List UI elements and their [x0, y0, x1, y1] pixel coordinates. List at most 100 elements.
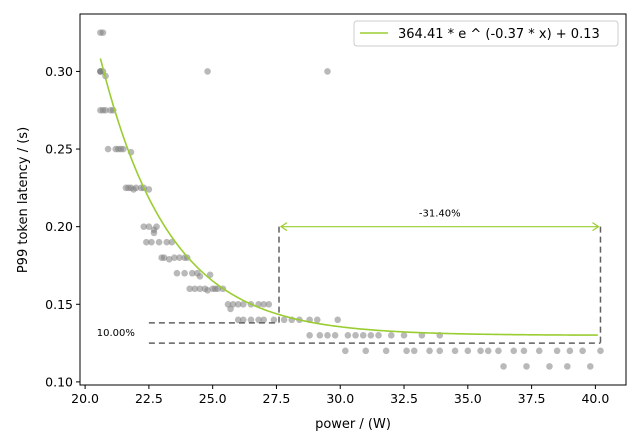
- data-point: [410, 347, 418, 355]
- data-point: [523, 363, 530, 370]
- data-point: [418, 332, 426, 339]
- data-point: [145, 186, 153, 193]
- data-point: [196, 285, 204, 293]
- data-point: [586, 363, 594, 370]
- data-point: [153, 223, 160, 230]
- x-tick-label: 35.0: [454, 391, 482, 406]
- data-point: [140, 223, 148, 230]
- data-point: [206, 271, 214, 279]
- data-point: [359, 332, 367, 339]
- data-point: [234, 316, 242, 324]
- data-point: [566, 347, 574, 355]
- data-point: [145, 223, 153, 230]
- data-point: [510, 347, 518, 355]
- data-point: [362, 347, 370, 355]
- data-point: [306, 332, 313, 339]
- y-tick-label: 0.25: [45, 142, 73, 157]
- data-point: [535, 347, 543, 355]
- data-point: [579, 347, 586, 355]
- data-point: [520, 347, 528, 355]
- data-point: [324, 68, 331, 75]
- data-point: [188, 269, 196, 277]
- data-point: [375, 332, 382, 339]
- data-point: [331, 332, 339, 339]
- data-point: [191, 285, 199, 293]
- y-tick-label: 0.15: [45, 297, 73, 312]
- data-point: [181, 269, 188, 277]
- data-point: [367, 332, 375, 339]
- data-point: [387, 332, 395, 339]
- data-point: [280, 316, 288, 324]
- data-point: [97, 68, 104, 75]
- fit-curve: [99, 58, 598, 336]
- data-point: [160, 254, 168, 262]
- data-point: [265, 300, 273, 308]
- y-tick-label: 0.20: [45, 219, 73, 234]
- scatter-points: [97, 29, 604, 370]
- data-point: [334, 316, 341, 324]
- arrow-head-right: [592, 222, 600, 232]
- data-point: [500, 363, 507, 370]
- data-point: [426, 347, 433, 355]
- data-point: [176, 254, 183, 262]
- x-tick-label: 22.5: [135, 391, 163, 406]
- data-point: [255, 316, 262, 324]
- data-point: [214, 285, 222, 293]
- data-point: [342, 347, 349, 355]
- x-tick-label: 25.0: [199, 391, 227, 406]
- data-point: [239, 316, 247, 324]
- x-axis-ticks: 20.0 22.5 25.0 27.5 30.0 32.5 35.0 37.5 40.0: [71, 385, 609, 406]
- data-point: [400, 332, 408, 339]
- data-point: [99, 29, 107, 36]
- data-point: [564, 363, 571, 370]
- annotations: -31.40% 10.00%: [97, 209, 602, 344]
- x-axis-label: power / (W): [315, 417, 391, 432]
- data-point: [477, 347, 484, 355]
- legend-box: [353, 20, 619, 47]
- data-point: [150, 229, 158, 237]
- x-tick-label: 20.0: [71, 391, 99, 406]
- data-point: [344, 332, 352, 339]
- y-axis-label: P99 token latency / (s): [16, 127, 31, 273]
- data-point: [352, 332, 359, 339]
- data-point: [451, 347, 459, 355]
- data-point: [316, 332, 324, 339]
- data-point: [546, 363, 553, 370]
- data-point: [102, 106, 109, 114]
- y-tick-label: 0.10: [45, 374, 73, 389]
- data-point: [495, 347, 502, 355]
- y-axis-ticks: 0.10 0.15 0.20 0.25 0.30: [45, 64, 80, 389]
- change-label-latency: -31.40%: [419, 209, 461, 220]
- change-label-power: 10.00%: [97, 328, 135, 339]
- x-tick-label: 30.0: [326, 391, 354, 406]
- data-point: [196, 273, 204, 280]
- data-point: [120, 145, 127, 153]
- data-point: [270, 316, 278, 324]
- data-point: [143, 238, 150, 246]
- legend: 364.41 * e ^ (-0.37 * x) + 0.13: [353, 20, 619, 47]
- x-tick-label: 37.5: [518, 391, 546, 406]
- data-point: [239, 300, 247, 308]
- data-point: [436, 347, 444, 355]
- data-point: [227, 305, 234, 313]
- data-point: [234, 300, 242, 308]
- data-point: [382, 347, 390, 355]
- data-point: [132, 184, 140, 192]
- data-point: [324, 332, 331, 339]
- data-point: [173, 269, 181, 277]
- data-point: [186, 285, 194, 293]
- data-point: [148, 238, 155, 246]
- y-tick-label: 0.30: [45, 64, 73, 79]
- data-point: [165, 255, 173, 263]
- data-point: [171, 254, 178, 262]
- data-point: [155, 238, 163, 246]
- data-point: [247, 316, 255, 324]
- data-point: [260, 316, 268, 324]
- legend-fit-label: 364.41 * e ^ (-0.37 * x) + 0.13: [398, 27, 600, 42]
- data-point: [163, 238, 171, 246]
- data-point: [553, 347, 561, 355]
- data-point: [403, 347, 410, 355]
- data-point: [204, 68, 211, 75]
- data-point: [260, 300, 268, 308]
